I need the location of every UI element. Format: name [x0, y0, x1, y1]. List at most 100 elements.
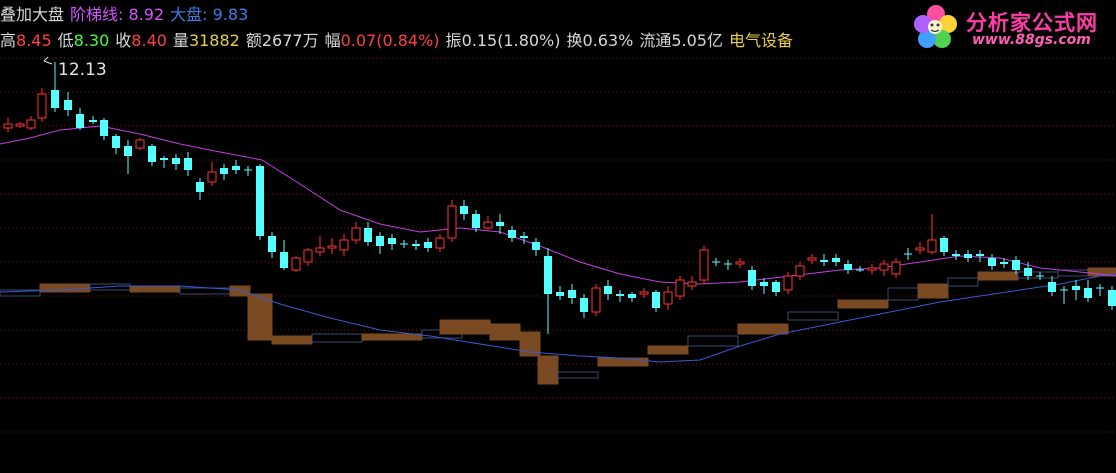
ladder-band: [887, 287, 919, 301]
candle-body: [220, 168, 228, 174]
market-index-line: [0, 273, 1116, 363]
ladder-band: [787, 311, 839, 321]
down-candle: [844, 260, 852, 274]
up-candle: [15, 122, 25, 128]
down-candle: [760, 278, 768, 294]
candle-body: [867, 267, 877, 271]
down-candle: [616, 290, 624, 302]
down-candle: [64, 92, 72, 116]
candle-body: [544, 256, 552, 294]
down-candle: [148, 144, 156, 166]
down-candle: [112, 134, 120, 154]
candle-body: [879, 263, 889, 271]
down-candle: [712, 258, 720, 266]
down-candle: [89, 116, 97, 124]
down-candle: [1072, 280, 1080, 300]
candle-body: [1012, 260, 1020, 270]
down-candle: [1012, 256, 1020, 274]
up-candle: [591, 284, 601, 316]
peak-marker: [43, 56, 53, 65]
down-candle: [964, 250, 972, 262]
header-market: 大盘: 9.83: [170, 5, 248, 24]
candle-body: [232, 166, 240, 170]
header-close-value: 8.40: [131, 31, 167, 50]
down-candle: [256, 164, 264, 240]
candle-body: [844, 264, 852, 270]
down-candle: [424, 238, 432, 252]
candle-body: [783, 275, 793, 291]
logo-title: 分析家公式网: [966, 11, 1098, 35]
up-candle: [483, 216, 493, 230]
candle-body: [172, 158, 180, 164]
candle-body: [760, 282, 768, 286]
candle-body: [3, 123, 13, 129]
down-candle: [508, 226, 516, 242]
candle-body: [699, 249, 709, 281]
candle-body: [207, 171, 217, 183]
up-candle: [867, 264, 877, 274]
candle-body: [135, 139, 145, 149]
header-low-value: 8.30: [73, 31, 110, 50]
header-sector: 电气设备: [729, 31, 793, 50]
down-candle: [76, 108, 84, 130]
candle-body: [927, 239, 937, 253]
candle-body: [1024, 268, 1032, 276]
up-candle: [447, 200, 457, 242]
header-volume-label: 量: [172, 31, 189, 50]
ladder-bands: [0, 267, 1116, 385]
candle-body: [184, 158, 192, 170]
candle-body: [832, 258, 840, 262]
header-indicator_name-value: 叠加大盘: [0, 5, 65, 24]
candle-body: [940, 238, 948, 252]
candle-body: [496, 222, 504, 226]
header-market-label: 大盘:: [170, 5, 208, 24]
down-candle: [124, 140, 132, 174]
down-candle: [604, 280, 612, 300]
ladder-band: [361, 333, 423, 341]
down-candle: [952, 250, 960, 260]
candle-body: [1000, 262, 1008, 264]
up-candle: [735, 258, 745, 268]
candle-body: [412, 244, 420, 246]
candle-body: [124, 146, 132, 156]
ladder-band: [837, 299, 889, 309]
candle-body: [964, 254, 972, 258]
down-candle: [496, 214, 504, 234]
candle-body: [196, 182, 204, 192]
quote-header: 高8.45 低8.30 收8.40 量31882 额2677万 幅0.07(0.84%) 振…: [0, 31, 799, 51]
candle-body: [988, 258, 996, 266]
up-candle: [207, 162, 217, 186]
ladder-band: [947, 277, 979, 287]
down-candle: [460, 200, 468, 220]
down-candle: [1084, 280, 1092, 302]
header-amount-value: 2677万: [261, 31, 319, 50]
up-candle: [879, 260, 889, 276]
candle-body: [100, 120, 108, 136]
down-candle: [244, 166, 252, 176]
down-candle: [976, 250, 984, 262]
down-candle: [856, 266, 864, 272]
header-low: 低8.30: [58, 31, 110, 50]
candle-body: [772, 282, 780, 292]
header-indicator_name: 叠加大盘: [0, 5, 64, 24]
down-candle: [556, 286, 564, 300]
candle-body: [364, 228, 372, 242]
header-volume-value: 31882: [188, 31, 240, 50]
candle-body: [591, 287, 601, 313]
candle-body: [628, 294, 636, 298]
down-candle: [376, 232, 384, 254]
down-candle: [268, 232, 276, 258]
down-candle: [184, 152, 192, 176]
down-candle: [1096, 284, 1104, 296]
candle-body: [616, 294, 624, 296]
ladder-band: [271, 335, 313, 345]
candle-body: [351, 227, 361, 241]
candle-body: [339, 239, 349, 251]
ladder-band: [519, 331, 541, 357]
down-candle: [1036, 272, 1044, 280]
candle-body: [447, 205, 457, 239]
down-candle: [652, 290, 660, 312]
candle-body: [1048, 282, 1056, 292]
header-volume: 量31882: [173, 31, 240, 50]
